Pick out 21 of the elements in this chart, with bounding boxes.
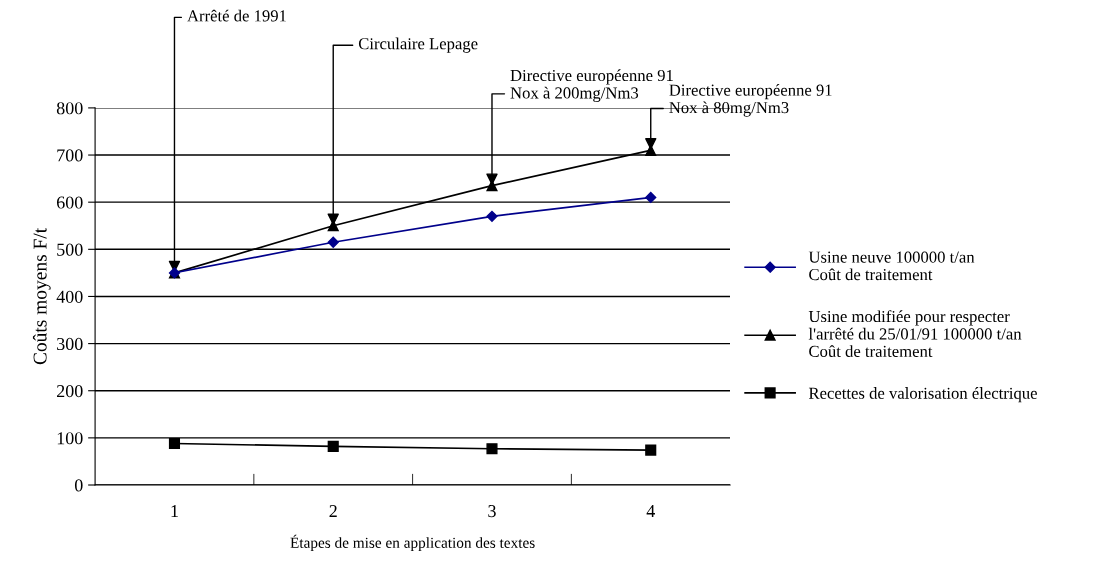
x-tick-label: 4 bbox=[646, 505, 655, 517]
legend-label: Usine modifiée pour respecter l'arrêté du 25/01/91 100000 t/an Coût de traitement bbox=[808, 310, 1022, 357]
x-tick-label: 1 bbox=[171, 505, 178, 517]
y-tick-label: 700 bbox=[57, 149, 83, 162]
annotation: Circulaire Lepage bbox=[358, 37, 478, 53]
y-tick-label: 200 bbox=[56, 384, 83, 398]
legend-label: Usine neuve 100000 t/an Coût de traitement bbox=[808, 251, 975, 281]
x-axis-title: Étapes de mise en application des textes bbox=[290, 534, 535, 552]
x-tick-label: 3 bbox=[488, 505, 496, 518]
y-tick-label: 600 bbox=[56, 196, 83, 209]
annotation: Directive européenne 91 Nox à 80mg/Nm3 bbox=[669, 84, 832, 117]
y-tick-label: 100 bbox=[57, 432, 83, 445]
legend-label: Recettes de valorisation électrique bbox=[808, 387, 1037, 403]
y-tick-label: 500 bbox=[57, 243, 83, 256]
y-tick-label: 800 bbox=[56, 102, 83, 115]
y-axis-title: Coûts moyens F/t bbox=[32, 227, 51, 365]
annotation: Arrêté de 1991 bbox=[187, 9, 286, 22]
y-tick-label: 300 bbox=[57, 337, 83, 351]
x-tick-label: 2 bbox=[329, 505, 337, 517]
y-tick-label: 400 bbox=[56, 290, 83, 303]
y-tick-label: 0 bbox=[74, 479, 83, 492]
